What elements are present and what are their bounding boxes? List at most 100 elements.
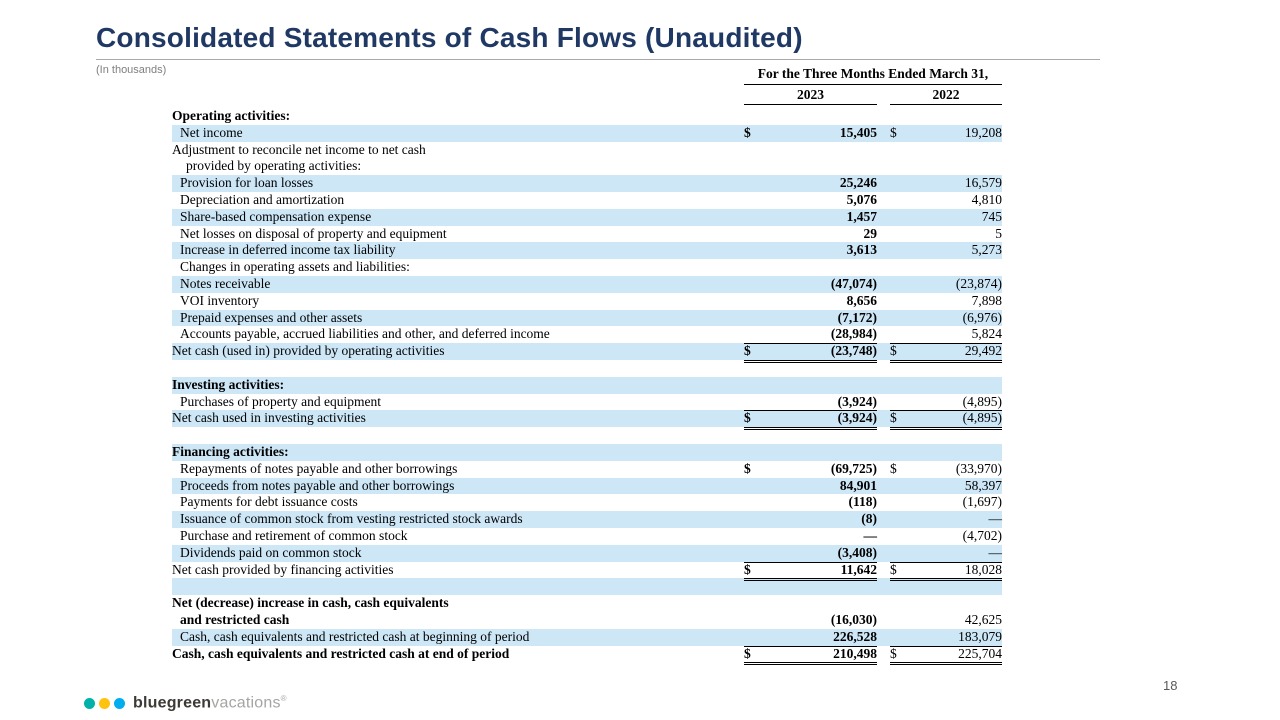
amount: 84,901	[839, 477, 877, 493]
row-label: Accounts payable, accrued liabilities an…	[180, 326, 550, 342]
row-value-2023: 25,246	[744, 175, 877, 192]
dollar-sign: $	[744, 343, 751, 359]
amount: 7,898	[971, 292, 1002, 308]
row-value-2023	[744, 595, 877, 612]
amount: (6,976)	[962, 309, 1002, 325]
amount: 8,656	[846, 292, 877, 308]
row-value-2023: —	[744, 527, 878, 545]
amount: 11,642	[840, 561, 877, 577]
row-label: Operating activities:	[172, 108, 291, 123]
row-label: VOI inventory	[180, 292, 260, 308]
row-value-2023: 226,528	[744, 629, 877, 647]
row-value-2023: 5,076	[744, 192, 877, 209]
row-label: Notes receivable	[180, 275, 271, 291]
amount: (33,970)	[955, 460, 1002, 476]
dollar-sign: $	[744, 460, 751, 476]
row-value-2023	[744, 108, 877, 125]
row-value-2023: 84,901	[744, 478, 877, 495]
amount: (3,924)	[837, 410, 877, 426]
row-value-2022: $225,704	[890, 646, 1002, 666]
row-label: Adjustment to reconcile net income to ne…	[172, 141, 426, 157]
row-value-2022	[890, 377, 1002, 394]
dollar-sign: $	[744, 645, 751, 661]
table-row: Depreciation and amortization 5,076 4,810	[172, 192, 1002, 209]
cash-flow-table: For the Three Months Ended March 31, 202…	[172, 66, 1002, 666]
amount: 15,405	[839, 124, 877, 140]
row-label: Cash, cash equivalents and restricted ca…	[180, 628, 530, 644]
registered-mark: ®	[280, 694, 287, 703]
cashflow-table-body: Operating activities: Net income $15,405 $1…	[172, 108, 1002, 666]
amount: —	[863, 527, 878, 543]
amount: (47,074)	[830, 275, 877, 291]
table-row: Net income $15,405 $19,208	[172, 124, 1002, 142]
title-divider	[96, 59, 1100, 60]
table-row: Repayments of notes payable and other bo…	[172, 461, 1002, 478]
spacer-row	[172, 427, 1002, 444]
table-row: Net losses on disposal of property and e…	[172, 226, 1002, 243]
table-row: Issuance of common stock from vesting re…	[172, 511, 1002, 528]
row-value-2023: 3,613	[744, 242, 877, 259]
table-row: Provision for loan losses 25,246 16,579	[172, 175, 1002, 192]
amount: (4,702)	[962, 527, 1002, 543]
table-row: Purchase and retirement of common stock —…	[172, 528, 1002, 545]
row-label: Prepaid expenses and other assets	[180, 309, 363, 325]
row-label: and restricted cash	[180, 611, 290, 627]
table-period-header-row: For the Three Months Ended March 31,	[172, 66, 1002, 85]
units-note: (In thousands)	[96, 64, 167, 76]
row-value-2022	[890, 595, 1002, 612]
logo-dot-teal-icon	[84, 697, 95, 709]
page-number: 18	[1163, 678, 1178, 693]
amount: 210,498	[833, 645, 877, 661]
row-label: Cash, cash equivalents and restricted ca…	[172, 645, 510, 661]
row-label	[172, 578, 731, 595]
row-value-2023	[744, 377, 877, 394]
table-row: Proceeds from notes payable and other bo…	[172, 477, 1002, 495]
row-value-2022	[890, 578, 1002, 595]
amount: (1,697)	[962, 494, 1002, 510]
row-label: Financing activities:	[172, 443, 289, 459]
row-value-2022: 5,273	[890, 242, 1002, 259]
row-value-2023: (7,172)	[744, 310, 877, 327]
amount: 18,028	[964, 561, 1002, 577]
row-value-2022: 745	[890, 209, 1002, 226]
row-label: Net losses on disposal of property and e…	[180, 225, 447, 241]
row-value-2023	[744, 158, 877, 175]
row-value-2023: 29	[744, 226, 878, 243]
row-label: Repayments of notes payable and other bo…	[180, 460, 458, 476]
row-value-2022: $29,492	[890, 343, 1002, 363]
row-value-2022: (4,702)	[890, 528, 1002, 545]
table-row: Net cash provided by financing activitie…	[172, 561, 1002, 582]
row-value-2022: 4,810	[890, 192, 1002, 209]
row-label: Net (decrease) increase in cash, cash eq…	[172, 595, 449, 611]
row-value-2022: $ (33,970)	[890, 461, 1002, 478]
table-row: and restricted cash (16,030) 42,625	[172, 612, 1002, 629]
row-label: Issuance of common stock from vesting re…	[180, 511, 523, 527]
amount: (3,924)	[837, 393, 877, 409]
amount: 25,246	[839, 175, 877, 191]
row-value-2022: —	[890, 511, 1003, 528]
row-value-2023	[744, 444, 877, 461]
amount: (8)	[861, 511, 877, 527]
row-value-2023: $ (23,748)	[744, 343, 877, 363]
table-row: Cash, cash equivalents and restricted ca…	[172, 645, 1002, 666]
row-value-2022: (1,697)	[890, 494, 1002, 511]
row-value-2022: $18,028	[890, 562, 1002, 582]
dollar-sign: $	[890, 124, 897, 140]
row-value-2022	[890, 444, 1002, 461]
row-label: Investing activities:	[172, 376, 285, 392]
amount: (3,408)	[837, 544, 877, 560]
table-row: Prepaid expenses and other assets (7,172)…	[172, 309, 1002, 327]
row-value-2023: (8)	[744, 511, 877, 528]
row-value-2023: (16,030)	[744, 612, 877, 629]
row-value-2022: 16,579	[890, 175, 1002, 192]
logo-text-bold: bluegreen	[133, 694, 212, 712]
table-row: provided by operating activities:	[172, 158, 1002, 175]
row-value-2022: (4,895)	[890, 394, 1002, 412]
amount: 58,397	[964, 477, 1002, 493]
column-header-2022: 2022	[890, 86, 1002, 105]
table-row: Cash, cash equivalents and restricted ca…	[172, 628, 1002, 647]
amount: 745	[981, 208, 1002, 224]
logo-dot-yellow-icon	[99, 697, 110, 709]
company-logo: bluegreenvacations®	[84, 694, 287, 712]
